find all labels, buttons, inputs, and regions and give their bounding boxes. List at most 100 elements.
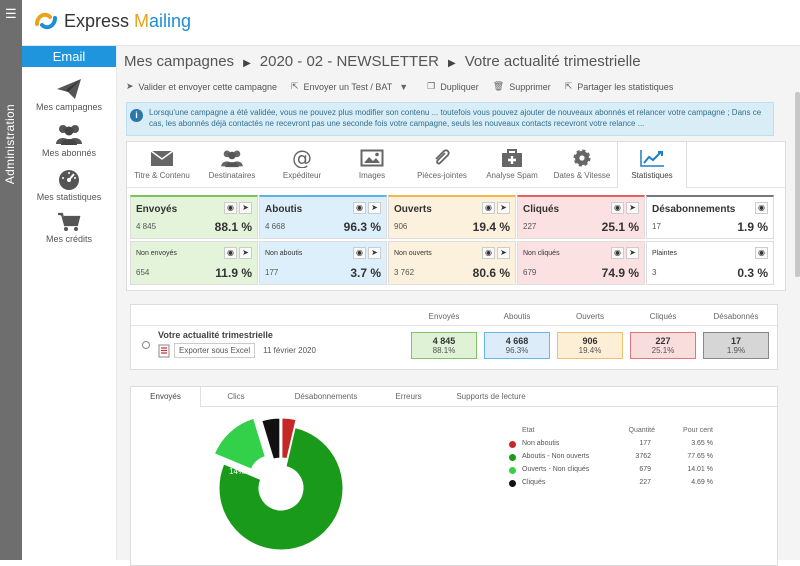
tab-expediteur[interactable]: @ Expéditeur [267, 142, 337, 188]
stat-count: 654 [136, 268, 150, 277]
summary-ouverts[interactable]: 906 19.4% [557, 332, 623, 359]
stat-label: Non envoyés [136, 250, 177, 257]
eye-icon[interactable]: ◉ [755, 247, 768, 259]
eye-icon[interactable]: ◉ [611, 247, 624, 259]
legend-name: Cliqués [522, 479, 546, 486]
campaign-name: Votre actualité trimestrielle [158, 330, 273, 340]
info-text: Lorsqu'une campagne a été validée, vous … [149, 108, 762, 128]
export-excel-button[interactable]: Exporter sous Excel [174, 343, 256, 358]
send-icon[interactable]: ➤ [239, 247, 252, 259]
scrollbar[interactable] [795, 92, 800, 277]
summary-desabonnes[interactable]: 17 1.9% [703, 332, 769, 359]
stat-actions: ◉ ➤ [351, 247, 381, 259]
slice-ouverts-non-cliques[interactable] [213, 417, 266, 470]
stat-non-envoyes: Non envoyés ◉ ➤ 654 11.9 % [130, 241, 258, 285]
eye-icon[interactable]: ◉ [353, 247, 366, 259]
delete-label: Supprimer [509, 81, 551, 92]
sidebar-item-label: Mes statistiques [36, 192, 102, 202]
campaign-tabs: Titre & Contenu Destinataires @ Expédite… [127, 142, 785, 188]
slice-non-aboutis[interactable] [281, 417, 297, 460]
tab-analyse-spam[interactable]: Analyse Spam [477, 142, 547, 188]
main-content: Mes campagnes ▶ 2020 - 02 - NEWSLETTER ▶ Vot… [117, 46, 800, 566]
share-stats-button[interactable]: ⇱ Partager les statistiques [565, 81, 674, 92]
tab-statistiques[interactable]: Statistiques [617, 142, 687, 188]
sidebar-item-label: Mes campagnes [35, 102, 103, 112]
sidebar-item-credits[interactable]: Mes crédits [22, 212, 116, 244]
send-test-label: Envoyer un Test / BAT [303, 81, 393, 92]
duplicate-button[interactable]: ❐ Dupliquer [427, 81, 479, 92]
breadcrumb-folder[interactable]: 2020 - 02 - NEWSLETTER [259, 53, 439, 70]
metric-value: 906 [582, 336, 598, 346]
slice-cliques[interactable] [261, 417, 281, 460]
tab-erreurs[interactable]: Erreurs [395, 392, 422, 401]
tab-titre-contenu[interactable]: Titre & Contenu [127, 142, 197, 188]
eye-icon[interactable]: ◉ [482, 202, 495, 214]
cart-icon [58, 212, 81, 231]
stat-percent: 11.9 % [215, 266, 252, 280]
stat-actions: ◉ ➤ [222, 202, 252, 214]
legend-dot [509, 480, 516, 487]
stat-label: Envoyés [136, 204, 178, 215]
logo-text-1: Express [64, 10, 135, 31]
stat-count: 4 845 [136, 222, 157, 231]
eye-icon[interactable]: ◉ [755, 202, 768, 214]
eye-icon[interactable]: ◉ [224, 247, 237, 259]
campaign-date: 11 février 2020 [263, 346, 316, 355]
breadcrumb-root[interactable]: Mes campagnes [124, 53, 235, 70]
logo-icon [35, 12, 57, 30]
logo[interactable]: Express Mailing [34, 10, 191, 32]
sidebar: Email Mes campagnes Mes abonnés Mes stat… [22, 46, 117, 560]
sidebar-section-email[interactable]: Email [22, 46, 116, 67]
stat-actions: ◉ ➤ [609, 202, 639, 214]
summary-cliques[interactable]: 227 25.1% [630, 332, 696, 359]
admin-label[interactable]: Administration [3, 104, 17, 185]
info-icon: i [130, 109, 143, 122]
tab-desabonnements[interactable]: Désabonnements [294, 392, 358, 401]
send-icon[interactable]: ➤ [368, 202, 381, 214]
tab-clics[interactable]: Clics [227, 392, 245, 401]
delete-button[interactable]: 🗑 Supprimer [493, 81, 551, 92]
sidebar-item-campagnes[interactable]: Mes campagnes [22, 78, 116, 112]
copy-icon: ❐ [427, 81, 436, 91]
send-icon[interactable]: ➤ [497, 247, 510, 259]
tab-label: Dates & Vitesse [553, 171, 611, 180]
stat-aboutis: Aboutis ◉ ➤ 4 668 96.3 % [259, 195, 387, 239]
sidebar-item-abonnes[interactable]: Mes abonnés [22, 122, 116, 158]
paperclip-icon [435, 149, 450, 165]
eye-icon[interactable]: ◉ [482, 247, 495, 259]
hamburger-icon[interactable]: ☰ [5, 6, 17, 21]
summary-envoyes[interactable]: 4 845 88.1% [411, 332, 477, 359]
metric-value: 227 [655, 336, 671, 346]
summary-header: Ouverts [575, 312, 604, 321]
sidebar-item-statistiques[interactable]: Mes statistiques [22, 168, 116, 202]
tab-supports-lecture[interactable]: Supports de lecture [456, 392, 526, 401]
tab-envoyes[interactable]: Envoyés [131, 387, 201, 407]
send-icon[interactable]: ➤ [497, 202, 510, 214]
send-icon[interactable]: ➤ [626, 202, 639, 214]
send-icon[interactable]: ➤ [239, 202, 252, 214]
logo-text-m: M [134, 10, 150, 31]
admin-bar[interactable]: ☰ Administration [0, 0, 22, 560]
sidebar-item-label: Mes crédits [45, 234, 92, 244]
tab-dates-vitesse[interactable]: Dates & Vitesse [547, 142, 617, 188]
slice-non-ouverts[interactable] [218, 427, 344, 551]
stat-percent: 80.6 % [472, 266, 510, 280]
summary-aboutis[interactable]: 4 668 96.3% [484, 332, 550, 359]
eye-icon[interactable]: ◉ [611, 202, 624, 214]
eye-icon[interactable]: ◉ [353, 202, 366, 214]
send-icon[interactable]: ➤ [626, 247, 639, 259]
eye-icon[interactable]: ◉ [224, 202, 237, 214]
campaign-radio[interactable] [142, 341, 150, 349]
tab-images[interactable]: Images [337, 142, 407, 188]
tab-pieces-jointes[interactable]: Pièces-jointes [407, 142, 477, 188]
tab-destinataires[interactable]: Destinataires [197, 142, 267, 188]
stat-count: 3 762 [394, 268, 415, 277]
validate-send-button[interactable]: ➤ Valider et envoyer cette campagne [126, 81, 277, 92]
caret-right-icon: ▶ [243, 58, 251, 69]
send-icon[interactable]: ➤ [368, 247, 381, 259]
legend-pct: 77.65 % [687, 453, 713, 460]
legend-pct: 4.69 % [691, 479, 713, 486]
tab-label: Titre & Contenu [134, 171, 190, 180]
send-test-button[interactable]: ⇱ Envoyer un Test / BAT ▼ [291, 81, 413, 92]
stat-cliques: Cliqués ◉ ➤ 227 25.1 % [517, 195, 645, 239]
